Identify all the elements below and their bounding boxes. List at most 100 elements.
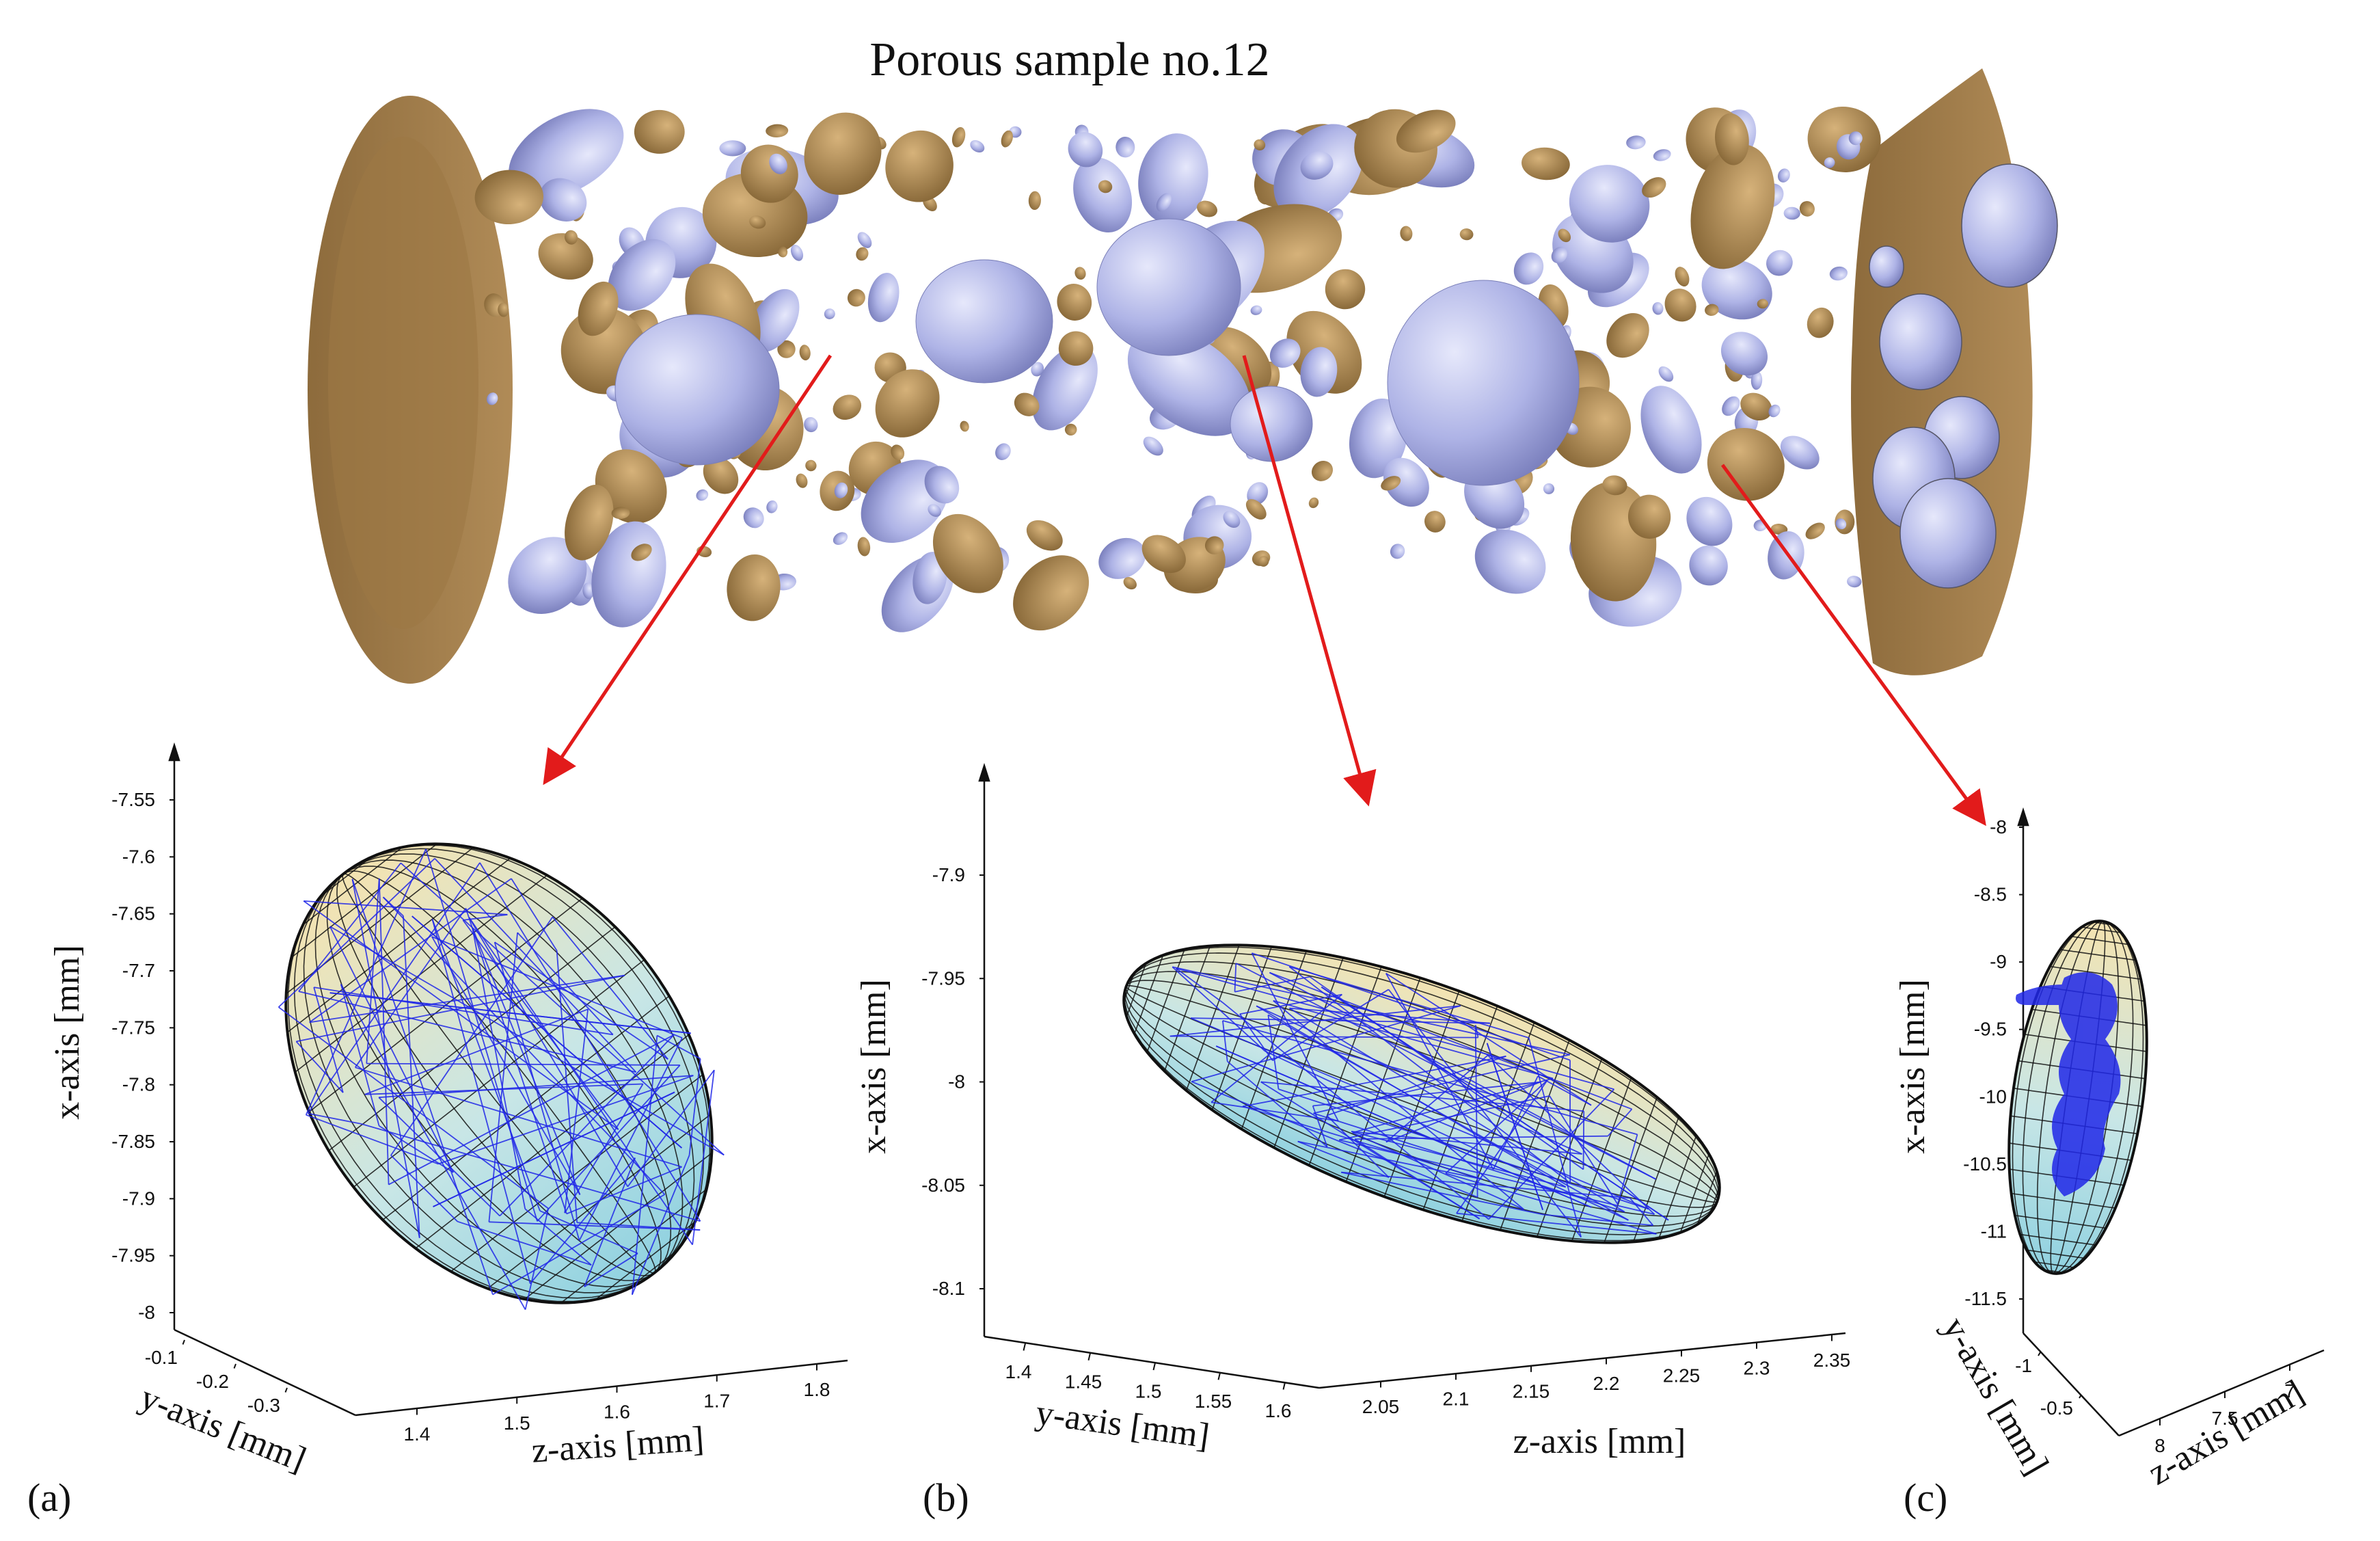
pore-ellipsoid [743, 507, 764, 528]
panel-a-y-ticks: -0.1 -0.2 -0.3 [145, 1339, 288, 1416]
porous-sample-render [308, 68, 2058, 684]
pore-ellipsoid [748, 289, 800, 352]
panel-c-z-tick-label: 7 [2284, 1380, 2295, 1402]
panel-b-y-tick-mark [1087, 1353, 1091, 1361]
panel-a-z-axis-label: z-axis [mm] [530, 1419, 705, 1470]
pore-ellipsoid [769, 153, 787, 174]
solid-particle [1064, 423, 1077, 436]
solid-particle [1308, 497, 1319, 509]
pore-ellipsoid [834, 482, 848, 498]
pore-ellipsoid [1269, 338, 1301, 368]
panel-c-pore-mesh [2016, 972, 2121, 1196]
panel-b-y-ticks: 1.4 1.45 1.5 1.55 1.6 [1005, 1343, 1291, 1421]
panel-a-y-tick-mark [182, 1339, 185, 1345]
solid-particle [1123, 577, 1137, 590]
solid-particle [498, 303, 509, 317]
solid-particle [1707, 427, 1785, 501]
callout-arrows [543, 354, 1986, 827]
panel-c-z-tick-label: 7.5 [2212, 1408, 2239, 1429]
solid-particle [1770, 524, 1788, 535]
solid-particle [1001, 130, 1013, 148]
panel-c-label: (c) [1904, 1475, 1947, 1520]
pore-ellipsoid [1626, 135, 1646, 150]
solid-particle [805, 459, 817, 472]
solid-particle [885, 130, 954, 202]
panel-a: -7.55 -7.6 -7.65 -7.7 -7.75 -7.8 -7.85 -7.9 -7.9… [27, 742, 848, 1520]
pore-ellipsoid [1300, 347, 1338, 397]
solid-particle [1627, 494, 1671, 539]
pore-ellipsoid [1073, 157, 1133, 232]
pore-ellipsoid [1543, 483, 1555, 494]
pore-ellipsoid [924, 466, 960, 504]
panel-b-z-ticks: 2.05 2.1 2.15 2.2 2.25 2.3 2.35 [1362, 1335, 1850, 1417]
panel-a-y-tick-mark [233, 1363, 236, 1369]
pore-ellipsoid [1847, 576, 1862, 588]
figure-title: Porous sample no.12 [869, 34, 1269, 86]
panel-b-y-tick-label: 1.4 [1005, 1361, 1032, 1382]
pore-ellipsoid [1658, 366, 1674, 382]
pore-ellipsoid [1722, 396, 1740, 416]
panel-a-fitted-ellipsoid [278, 842, 725, 1311]
solid-particle [796, 473, 808, 488]
panel-c-y-tick-mark [2038, 1352, 2041, 1356]
pore-ellipsoid [1652, 302, 1664, 315]
solid-particle [777, 340, 796, 358]
panel-c-x-tick-label: -10.5 [1963, 1153, 2007, 1175]
panel-b-x-tick-label: -8.1 [932, 1278, 965, 1299]
pore-ellipsoid [1387, 280, 1580, 486]
pore-ellipsoid [1824, 157, 1835, 168]
panel-a-y-axis-label: y-axis [mm] [135, 1378, 311, 1479]
pore-ellipsoid [1777, 168, 1790, 183]
pore-ellipsoid [1689, 545, 1728, 586]
solid-particle [1675, 267, 1690, 287]
pore-ellipsoid [1720, 332, 1768, 376]
pore-ellipsoid [1835, 518, 1847, 530]
pore-ellipsoid [1750, 371, 1763, 390]
solid-particle [857, 537, 871, 557]
pore-ellipsoid [1569, 165, 1650, 243]
pore-cloud [474, 106, 1881, 632]
panel-b-fitted-ellipsoid [1122, 943, 1721, 1244]
solid-particle [749, 215, 766, 229]
pore-ellipsoid [614, 314, 780, 466]
pore-ellipsoid [766, 500, 778, 513]
solid-particle [875, 369, 940, 438]
panel-c-x-tick-label: -10 [1979, 1086, 2007, 1107]
pore-ellipsoid [1551, 247, 1567, 264]
solid-particle [611, 507, 630, 520]
solid-particle [1805, 522, 1825, 539]
panel-b-z-axis-label: z-axis [mm] [1513, 1422, 1686, 1461]
pore-ellipsoid [1513, 252, 1544, 285]
solid-particle [578, 281, 619, 336]
pore-ellipsoid [1780, 436, 1820, 470]
panel-a-y-tick-label: -0.3 [247, 1395, 280, 1416]
pore-ellipsoid [1031, 345, 1098, 431]
panel-b-z-tick-label: 2.15 [1513, 1380, 1550, 1402]
solid-particle [1642, 177, 1666, 198]
panel-b-y-tick-mark [1217, 1372, 1221, 1380]
panel-a-z-ticks: 1.4 1.5 1.6 1.7 1.8 [404, 1364, 830, 1445]
pore-ellipsoid [1653, 149, 1671, 161]
pore-ellipsoid [804, 417, 818, 433]
solid-particle [1807, 307, 1834, 338]
panel-c-x-axis-label: x-axis [mm] [1893, 979, 1932, 1154]
solid-particle [1057, 284, 1092, 321]
panel-a-x-tick-label: -7.55 [111, 789, 155, 810]
panel-b-y-tick-label: 1.45 [1065, 1371, 1103, 1392]
panel-a-x-tick-label: -7.6 [122, 846, 155, 867]
pore-ellipsoid [1701, 259, 1772, 320]
solid-particle [1013, 555, 1090, 631]
panel-b-x-tick-label: -8 [948, 1071, 965, 1093]
pore-ellipsoid [1349, 398, 1407, 479]
left-end-disk [308, 96, 513, 684]
solid-particle [777, 246, 788, 258]
pore-ellipsoid [915, 259, 1053, 384]
pore-ellipsoid [1300, 151, 1334, 180]
pore-ellipsoid [509, 109, 624, 198]
panel-c-x-ticks: -8 -8.5 -9 -9.5 -10 -10.5 -11 -11.5 [1963, 816, 2023, 1309]
pore-ellipsoid [928, 504, 941, 517]
panel-a-x-ticks: -7.55 -7.6 -7.65 -7.7 -7.75 -7.8 -7.85 -7.9 -7.9… [111, 789, 174, 1323]
solid-particle [1459, 228, 1474, 241]
solid-particle [847, 289, 865, 307]
